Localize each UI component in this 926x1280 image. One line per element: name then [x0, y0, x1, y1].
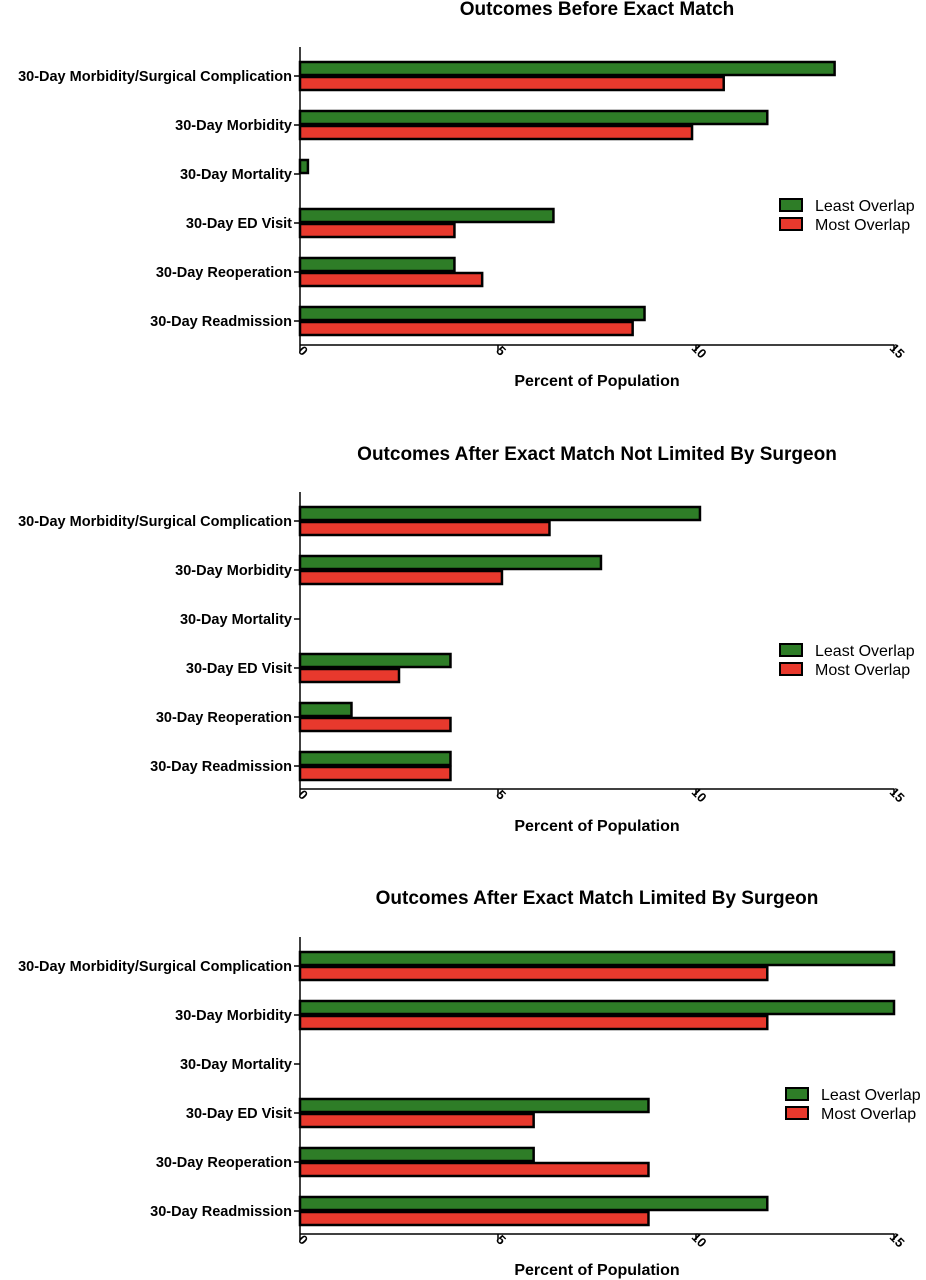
bar-least-overlap [298, 1195, 769, 1212]
bar-least-overlap [298, 256, 456, 273]
bar-least-overlap [298, 554, 603, 571]
bar-least-overlap [298, 305, 646, 322]
legend-swatch-most-overlap [779, 217, 803, 231]
category-label: 30-Day Reoperation [156, 710, 292, 726]
chart-2: Outcomes After Exact Match Not Limited B… [18, 444, 915, 835]
legend-swatch-most-overlap [779, 662, 803, 676]
bar-most-overlap [298, 667, 401, 684]
bar-most-overlap [298, 716, 452, 733]
category-label: 30-Day Morbidity [175, 1008, 292, 1024]
legend-label: Most Overlap [815, 662, 910, 679]
bar-most-overlap [298, 569, 504, 586]
chart-title: Outcomes Before Exact Match [460, 0, 735, 20]
bar-most-overlap [298, 520, 551, 537]
x-tick-label: 0 [295, 1232, 311, 1248]
bar-least-overlap [298, 701, 353, 718]
legend-swatch-least-overlap [785, 1087, 809, 1101]
x-tick-label: 15 [887, 1229, 908, 1250]
bar-most-overlap [298, 271, 484, 288]
category-label: 30-Day Readmission [150, 314, 292, 330]
category-label: 30-Day Reoperation [156, 265, 292, 281]
x-tick-label: 15 [887, 340, 908, 361]
legend-label: Least Overlap [815, 198, 915, 215]
x-tick-label: 0 [295, 787, 311, 803]
bar-most-overlap [298, 1161, 650, 1178]
bar-least-overlap [298, 60, 836, 77]
legend-label: Least Overlap [821, 1087, 921, 1104]
x-tick-label: 15 [887, 784, 908, 805]
legend: Least Overlap Most Overlap [779, 198, 915, 234]
bar-least-overlap [298, 505, 702, 522]
category-label: 30-Day Readmission [150, 759, 292, 775]
x-axis-title: Percent of Population [514, 818, 679, 835]
bar-least-overlap [298, 1097, 650, 1114]
chart-title: Outcomes After Exact Match Limited By Su… [376, 888, 819, 909]
bar-least-overlap [298, 652, 452, 669]
bar-most-overlap [298, 75, 725, 92]
legend: Least Overlap Most Overlap [779, 643, 915, 679]
legend: Least Overlap Most Overlap [785, 1087, 921, 1123]
category-label: 30-Day Morbidity [175, 118, 292, 134]
chart-title: Outcomes After Exact Match Not Limited B… [357, 444, 837, 465]
category-label: 30-Day Morbidity/Surgical Complication [18, 514, 292, 530]
category-label: 30-Day ED Visit [186, 216, 292, 232]
category-label: 30-Day Mortality [180, 1057, 292, 1073]
x-tick-label: 10 [689, 1229, 710, 1250]
legend-swatch-most-overlap [785, 1106, 809, 1120]
bar-most-overlap [298, 1014, 769, 1031]
chart-1: Outcomes Before Exact Match 30-Day Morbid… [18, 0, 915, 390]
bar-most-overlap [298, 320, 634, 337]
x-tick-label: 10 [689, 340, 710, 361]
bar-most-overlap [298, 965, 769, 982]
bar-least-overlap [298, 207, 555, 224]
legend-label: Most Overlap [815, 217, 910, 234]
bar-least-overlap [298, 158, 310, 175]
category-label: 30-Day Morbidity/Surgical Complication [18, 959, 292, 975]
category-label: 30-Day Reoperation [156, 1155, 292, 1171]
bar-most-overlap [298, 222, 456, 239]
legend-label: Least Overlap [815, 643, 915, 660]
bar-most-overlap [298, 1112, 535, 1129]
category-label: 30-Day Mortality [180, 167, 292, 183]
x-tick-label: 0 [295, 343, 311, 359]
x-axis-title: Percent of Population [514, 1262, 679, 1279]
legend-swatch-least-overlap [779, 643, 803, 657]
category-label: 30-Day Mortality [180, 612, 292, 628]
bar-least-overlap [298, 109, 769, 126]
category-label: 30-Day ED Visit [186, 1106, 292, 1122]
bar-least-overlap [298, 750, 452, 767]
bar-most-overlap [298, 124, 694, 141]
legend-label: Most Overlap [821, 1106, 916, 1123]
category-label: 30-Day Morbidity/Surgical Complication [18, 69, 292, 85]
bar-least-overlap [298, 950, 896, 967]
x-axis-title: Percent of Population [514, 373, 679, 390]
legend-swatch-least-overlap [779, 198, 803, 212]
bar-most-overlap [298, 1210, 650, 1227]
category-label: 30-Day Morbidity [175, 563, 292, 579]
category-label: 30-Day Readmission [150, 1204, 292, 1220]
bar-least-overlap [298, 999, 896, 1016]
category-label: 30-Day ED Visit [186, 661, 292, 677]
x-tick-label: 10 [689, 784, 710, 805]
bar-most-overlap [298, 765, 452, 782]
bar-least-overlap [298, 1146, 535, 1163]
chart-3: Outcomes After Exact Match Limited By Su… [18, 888, 921, 1279]
